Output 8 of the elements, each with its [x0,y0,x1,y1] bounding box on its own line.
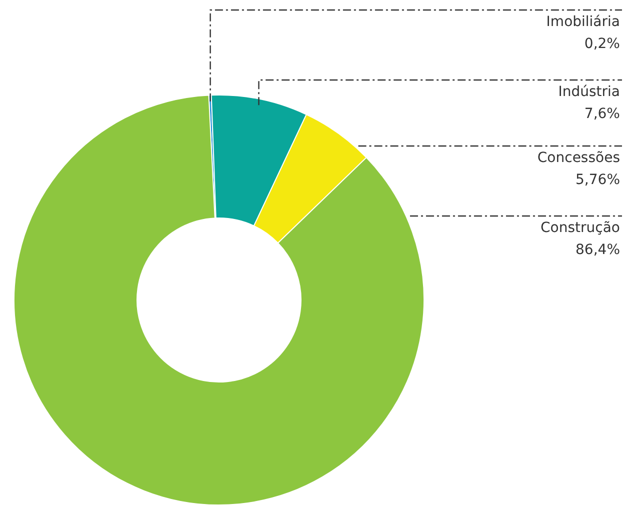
data-label: 0,2% [584,36,620,52]
slice-label: Imobiliária [546,14,620,30]
data-label: 7,6% [584,106,620,122]
data-label: 86,4% [576,242,620,258]
slice-label: Indústria [558,84,620,100]
data-label: 5,76% [576,172,620,188]
slice-label: Concessões [537,150,620,166]
slice-label: Construção [540,220,620,236]
